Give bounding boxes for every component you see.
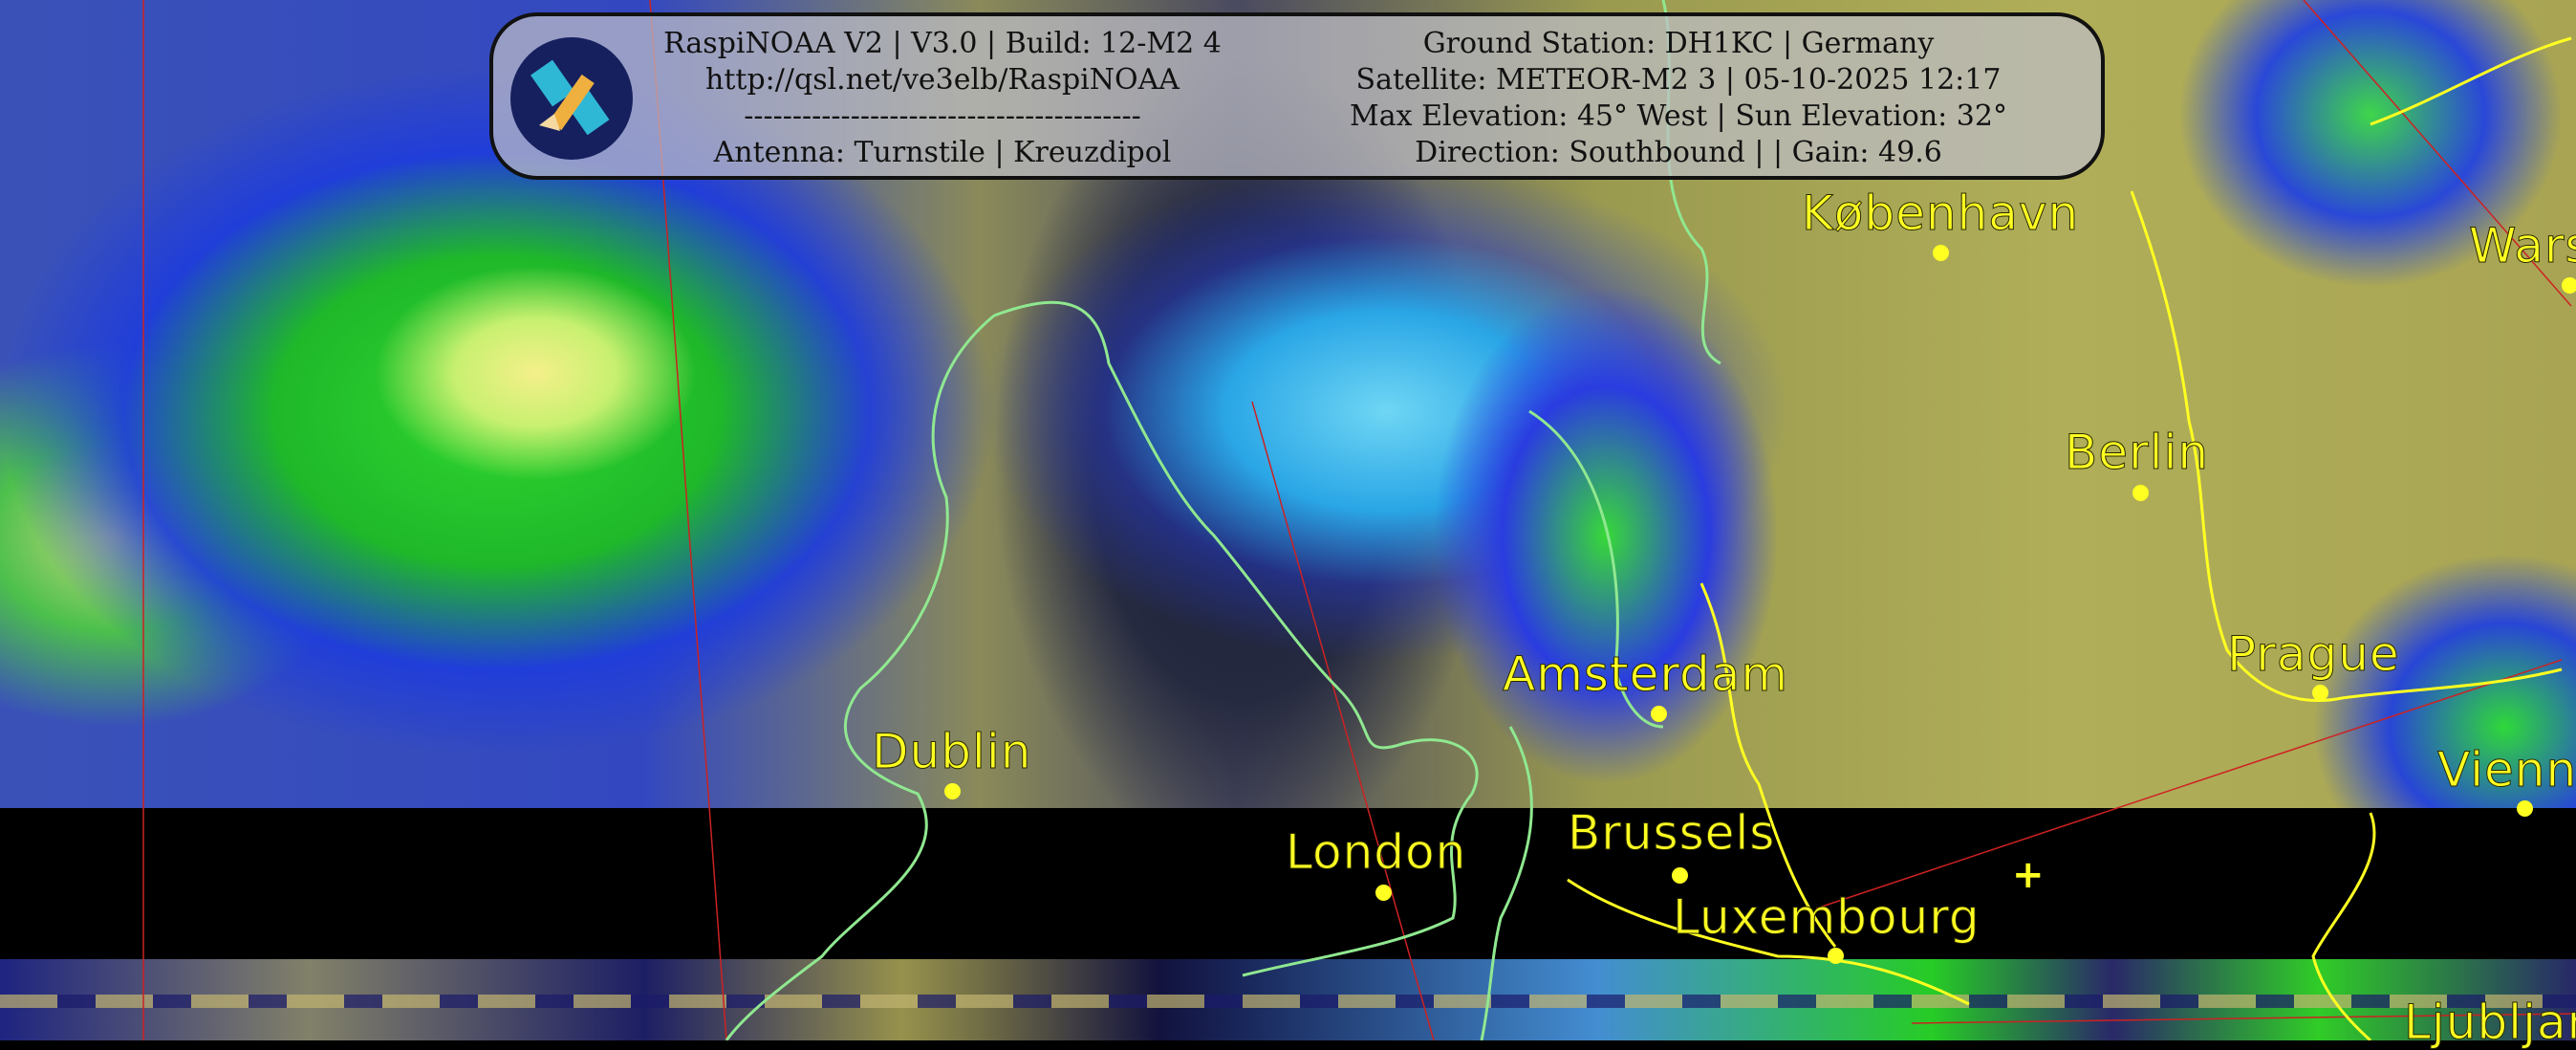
city-label-dublin: Dublin [871,724,1032,780]
graticule-line [1911,1013,2576,1024]
city-label-luxembourg: Luxembourg [1673,889,1981,946]
direction-gain: Direction: Southbound | | Gain: 49.6 [1415,136,1942,169]
software-version: RaspiNOAA V2 | V3.0 | Build: 12-M2 4 [663,27,1222,60]
city-label-kobenhavn: København [1801,186,2080,242]
border-line [2187,420,2563,703]
graticule-line [1815,659,2563,909]
graticule-line [1251,401,1435,1040]
border-line [2311,812,2376,1040]
ground-station: Ground Station: DH1KC | Germany [1422,27,1935,60]
pass-info: Ground Station: DH1KC | Germany Satellit… [1263,26,2094,171]
coastline-continent [1480,726,1533,1040]
city-label-berlin: Berlin [2064,425,2210,481]
city-dot [2132,485,2149,501]
city-label-london: London [1285,824,1467,881]
elevation-info: Max Elevation: 45° West | Sun Elevation:… [1350,99,2007,133]
border-line [2130,190,2191,422]
ground-station-crosshair-icon: + [2012,853,2045,897]
project-url: http://qsl.net/ve3elb/RaspiNOAA [705,63,1180,97]
border-line [1567,878,1970,1006]
satellite-icon [510,37,633,160]
city-label-ljubljana: Ljubljana [2404,995,2576,1050]
city-label-prague: Prague [2227,626,2400,683]
satellite-datetime: Satellite: METEOR-M2 3 | 05-10-2025 12:1… [1355,63,2002,97]
graticule [142,0,2576,1040]
station-info: RaspiNOAA V2 | V3.0 | Build: 12-M2 4 htt… [637,26,1248,171]
signal-loss-band [0,808,2576,959]
graticule-line [2303,0,2572,307]
border-line [1699,582,1837,948]
coastlines [725,0,1721,1040]
city-dot [1828,948,1844,964]
coastline-britain-east [993,300,1479,977]
city-dot [1375,885,1392,901]
city-dot [1672,867,1688,884]
coastline-britain-west [725,314,995,1040]
coastline-denmark [1528,409,1664,729]
separator: ----------------------------------------… [744,99,1141,133]
city-label-vienna: Vienna [2437,742,2576,798]
city-dot [944,783,961,799]
city-label-brussels: Brussels [1567,805,1776,862]
noise-strip-lines [0,995,2576,1008]
city-dot [2517,800,2533,817]
city-label-amsterdam: Amsterdam [1502,646,1789,703]
pass-info-header: RaspiNOAA V2 | V3.0 | Build: 12-M2 4 htt… [489,12,2105,180]
city-dot [2312,685,2328,701]
city-dot [1651,706,1667,722]
antenna-info: Antenna: Turnstile | Kreuzdipol [713,136,1172,169]
border-line [2370,36,2572,126]
city-dot [1933,245,1949,261]
borders [1567,36,2572,1040]
city-label-warsaw: Warsaw [2468,218,2576,274]
city-dot [2562,277,2576,294]
